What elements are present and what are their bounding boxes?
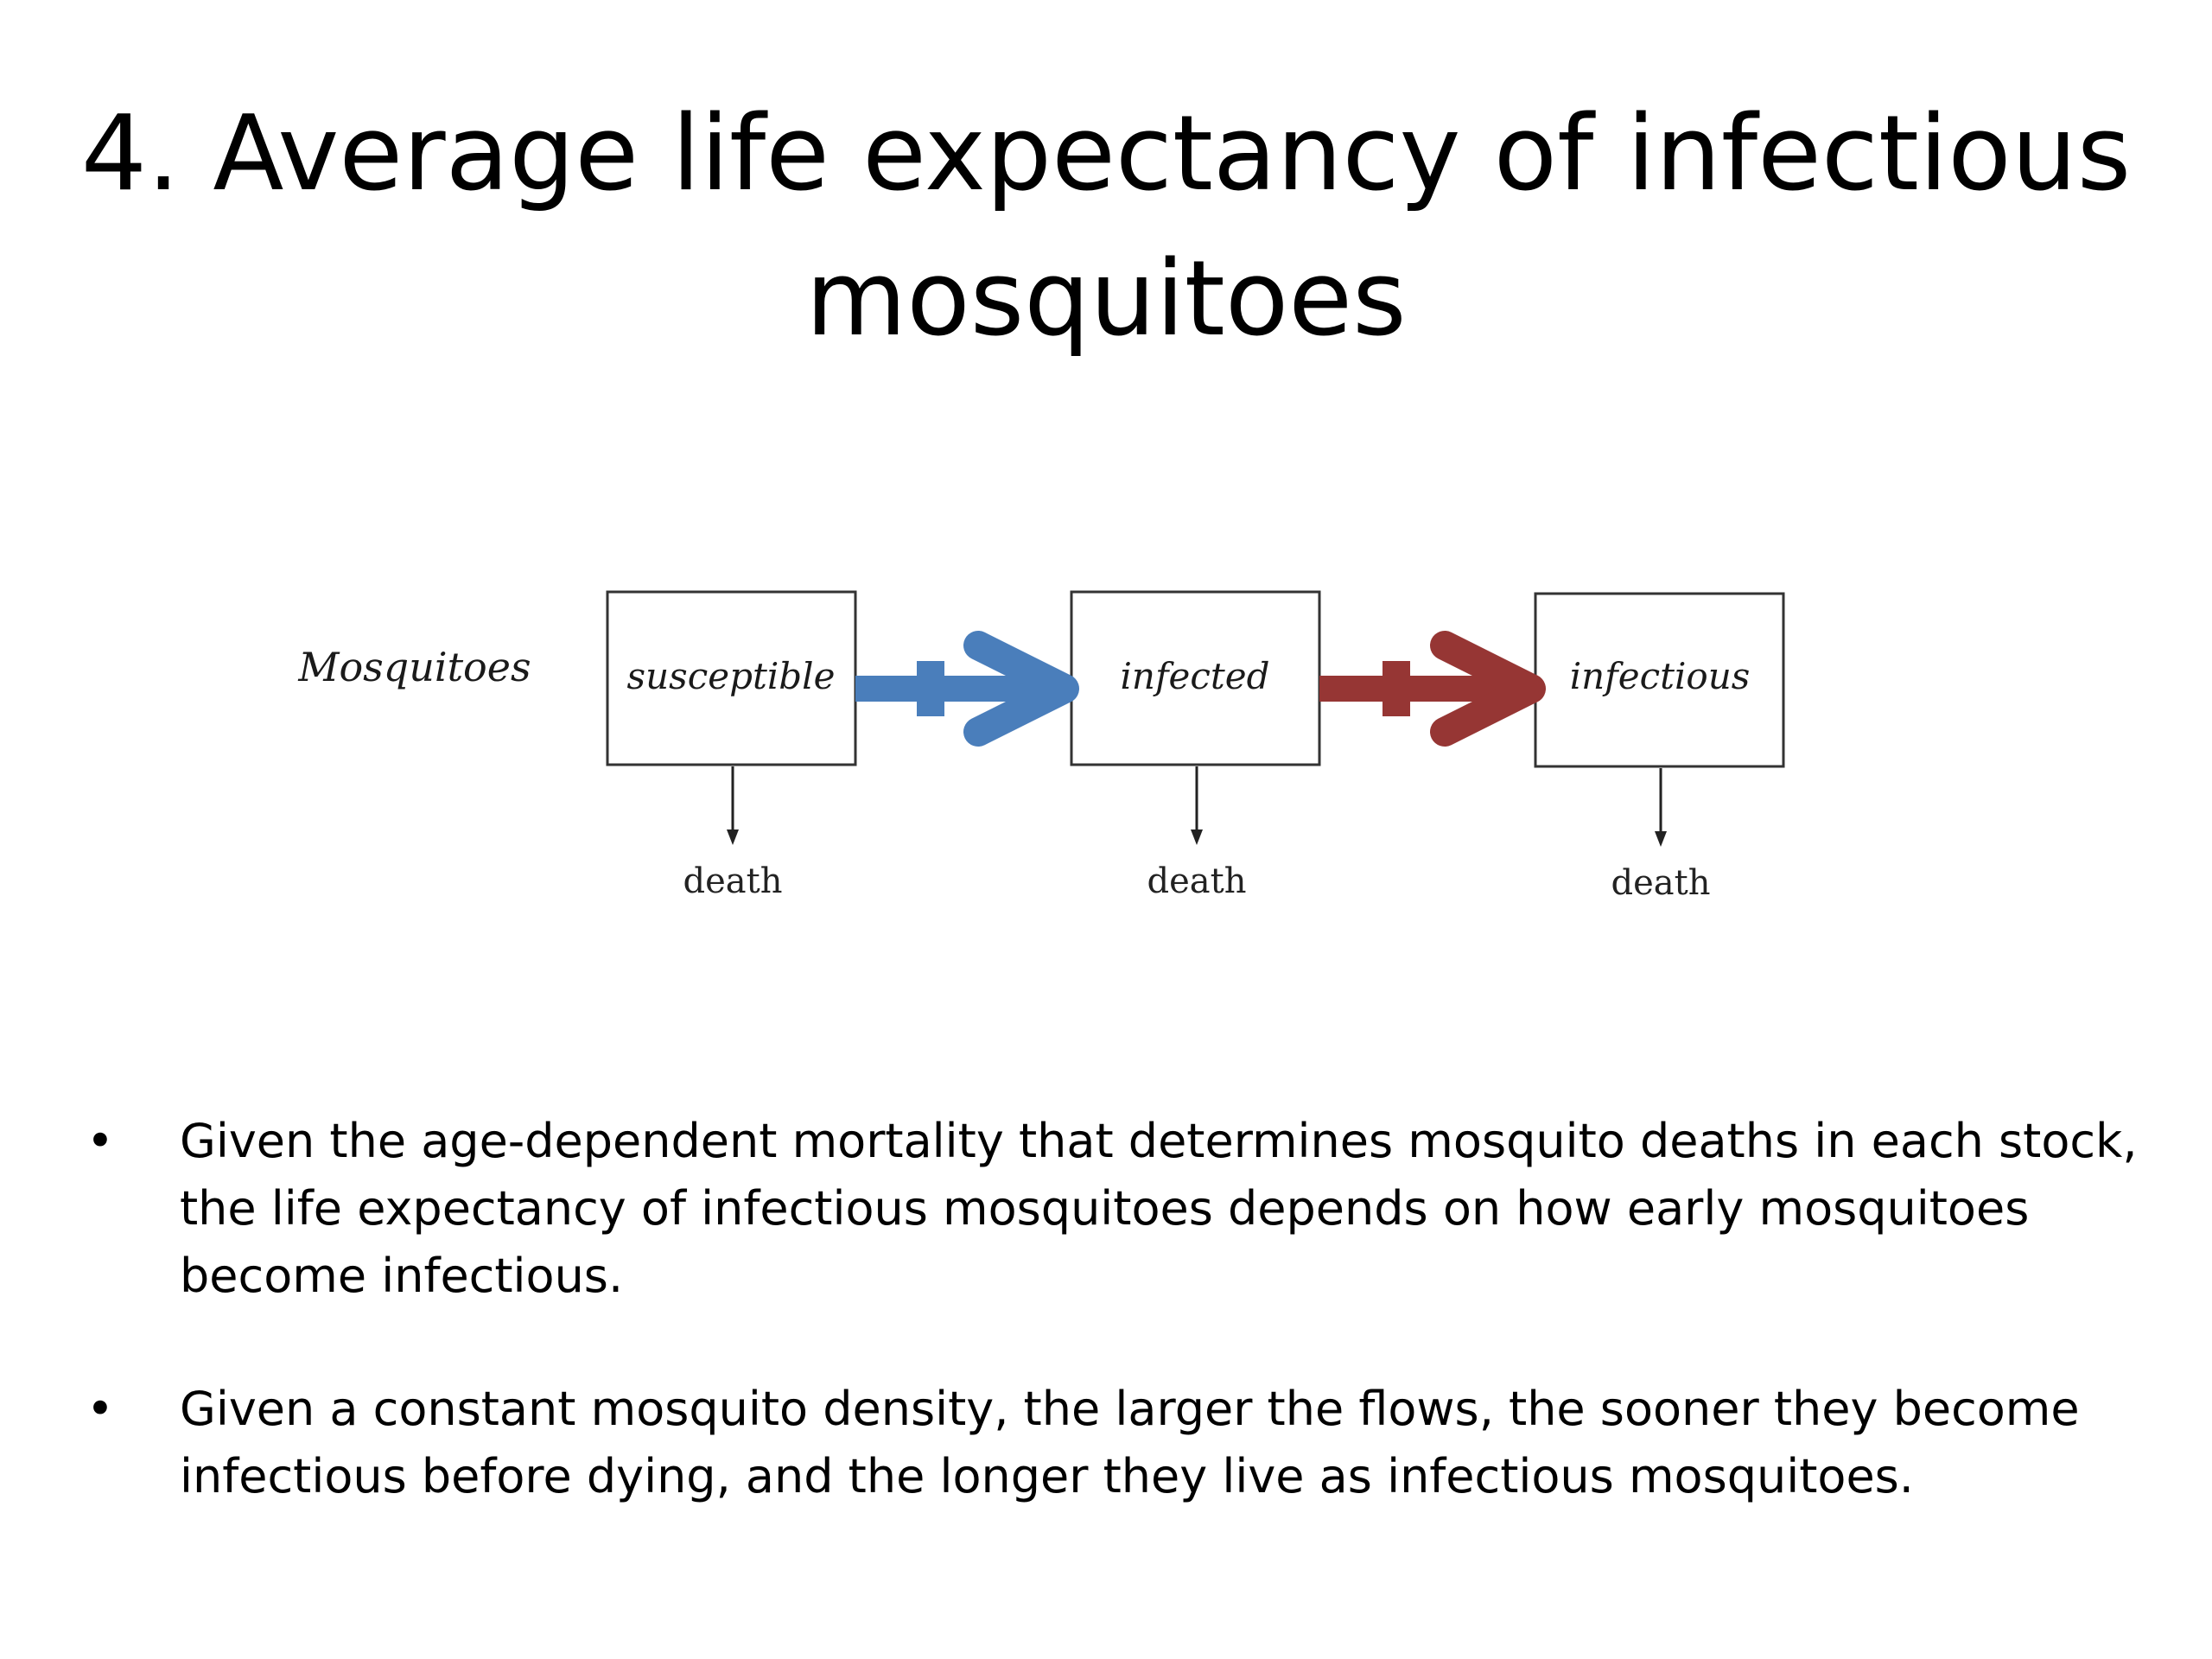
stock-label-infected: infected xyxy=(1120,655,1269,697)
death-label-infectious: death xyxy=(1611,863,1711,903)
row-label-mosquitoes: Mosquitoes xyxy=(297,644,531,690)
death-outflow-infectious xyxy=(1655,768,1667,847)
bullet-marker: • xyxy=(86,1114,114,1168)
slide-title: 4. Average life expectancy of infectious… xyxy=(80,94,2132,359)
death-outflow-infected xyxy=(1191,766,1203,845)
stock-label-infectious: infectious xyxy=(1570,655,1751,697)
bullet-text: Given the age-dependent mortality that d… xyxy=(180,1114,2138,1303)
death-outflow-susceptible xyxy=(727,766,739,845)
flow-arrow-infected-to-infectious xyxy=(1319,631,1546,747)
flow-arrow-susceptible-to-infected xyxy=(855,631,1079,747)
bullet-text: Given a constant mosquito density, the l… xyxy=(180,1382,2080,1503)
stock-box-infectious xyxy=(1534,592,1785,768)
bullet-marker: • xyxy=(86,1382,114,1436)
stock-box-infected xyxy=(1070,590,1321,766)
stock-label-susceptible: susceptible xyxy=(627,655,836,697)
death-label-infected: death xyxy=(1147,861,1247,901)
death-label-susceptible: death xyxy=(683,861,783,901)
